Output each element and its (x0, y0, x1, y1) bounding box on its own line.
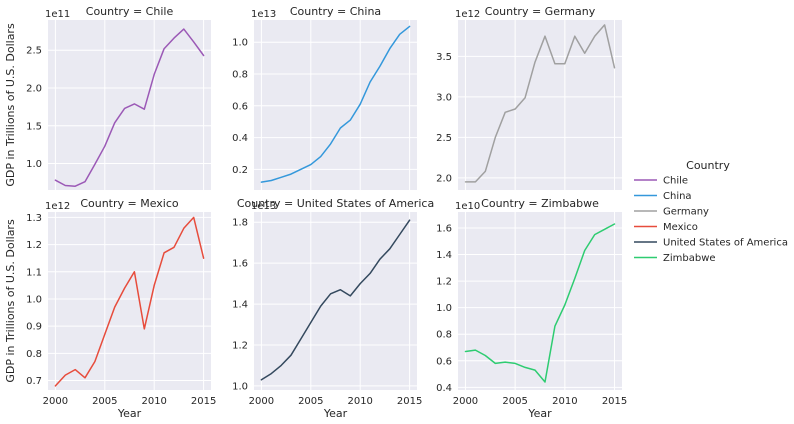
series-line (464, 24, 616, 183)
x-tick-label: 2010 (141, 396, 166, 407)
axis-offset-text: 1e11 (45, 9, 70, 20)
panel-china: 0.2 0.4 0.6 0.8 1.0 Country = China 1e13 (232, 5, 417, 190)
y-tick-label: 1.0 (232, 381, 248, 392)
y-tick-label: 0.4 (232, 133, 248, 144)
panel-title: Country = Germany (485, 5, 596, 18)
x-tick-label: 2015 (602, 396, 627, 407)
y-tick-label: 0.6 (436, 356, 452, 367)
series-line (260, 219, 411, 381)
series-line (464, 223, 616, 383)
y-tick-label: 1.2 (232, 340, 248, 351)
y-tick-label: 2.5 (436, 133, 452, 144)
x-tick-label: 2010 (347, 396, 372, 407)
y-tick-label: 2.0 (26, 84, 42, 95)
axis-offset-text: 1e12 (455, 9, 480, 20)
series-line (54, 216, 205, 387)
panel-mexico: 2000 2005 2010 2015 0.7 0.8 0.9 1.0 1.1 1.2 1.3 Cou… (4, 197, 216, 420)
x-axis-label: Year (527, 407, 552, 420)
x-tick-label: 2000 (249, 396, 274, 407)
panel-chile: 1.0 1.5 2.0 2.5 Country = Chile 1e11 GDP in Tr… (4, 5, 211, 190)
y-tick-label: 1.4 (232, 300, 248, 311)
y-tick-label: 1.0 (26, 159, 42, 170)
panel-title: Country = United States of America (237, 197, 434, 210)
y-tick-label: 1.2 (436, 277, 452, 288)
panel-united-states-of-america: 2000 2005 2010 2015 1.0 1.2 1.4 1.6 1.8 Country =… (232, 197, 434, 420)
y-tick-label: 2.5 (26, 46, 42, 57)
y-tick-label: 1.0 (26, 294, 42, 305)
y-tick-label: 1.4 (436, 250, 452, 261)
y-tick-label: 0.7 (26, 376, 42, 387)
panel-title: Country = Mexico (80, 197, 179, 210)
y-tick-label: 1.2 (26, 240, 42, 251)
y-tick-label: 1.0 (232, 38, 248, 49)
plot-area (48, 212, 211, 390)
x-axis-label: Year (117, 407, 142, 420)
x-tick-label: 2015 (397, 396, 422, 407)
y-tick-label: 2.0 (436, 173, 452, 184)
panel-title: Country = Zimbabwe (481, 197, 599, 210)
axis-offset-text: 1e10 (455, 201, 480, 212)
x-axis-label: Year (323, 407, 348, 420)
x-tick-label: 2000 (453, 396, 478, 407)
y-tick-label: 0.8 (436, 330, 452, 341)
x-tick-label: 2010 (552, 396, 577, 407)
y-tick-label: 0.8 (26, 349, 42, 360)
y-tick-label: 1.5 (26, 121, 42, 132)
legend-label: Chile (663, 176, 688, 187)
y-tick-label: 1.6 (232, 259, 248, 270)
y-tick-label: 0.2 (232, 165, 248, 176)
y-tick-label: 1.1 (26, 267, 42, 278)
legend-label: Zimbabwe (663, 253, 716, 264)
axis-offset-text: 1e13 (251, 201, 276, 212)
legend-label: Germany (663, 207, 709, 218)
y-tick-label: 0.9 (26, 322, 42, 333)
y-tick-label: 3.5 (436, 52, 452, 63)
legend-label: United States of America (663, 238, 788, 249)
panel-zimbabwe: 2000 2005 2010 2015 0.4 0.6 0.8 1.0 1.2 1.4 1.6 Cou… (436, 197, 627, 420)
panel-title: Country = China (290, 5, 381, 18)
y-tick-label: 1.3 (26, 213, 42, 224)
panel-title: Country = Chile (86, 5, 174, 18)
y-axis-label: GDP in Trillions of U.S. Dollars (4, 219, 17, 383)
x-tick-label: 2000 (43, 396, 68, 407)
y-tick-label: 1.6 (436, 223, 452, 234)
y-tick-label: 0.8 (232, 70, 248, 81)
legend-title: Country (686, 159, 730, 172)
x-tick-label: 2005 (92, 396, 117, 407)
legend: Country Chile China Germany Mexico United Sta… (634, 159, 788, 264)
plot-area (458, 212, 622, 390)
panel-germany: 2.0 2.5 3.0 3.5 Country = Germany 1e12 (436, 5, 622, 190)
y-tick-label: 1.0 (436, 303, 452, 314)
x-tick-label: 2015 (191, 396, 216, 407)
axis-offset-text: 1e12 (45, 201, 70, 212)
axis-offset-text: 1e13 (251, 9, 276, 20)
y-tick-label: 3.0 (436, 92, 452, 103)
y-tick-label: 1.8 (232, 218, 248, 229)
legend-label: Mexico (663, 222, 698, 233)
y-axis-label: GDP in Trillions of U.S. Dollars (4, 23, 17, 187)
y-tick-label: 0.4 (436, 383, 452, 394)
x-tick-label: 2005 (502, 396, 527, 407)
plot-area (254, 212, 417, 390)
x-tick-label: 2005 (298, 396, 323, 407)
legend-label: China (663, 191, 692, 202)
series-line (260, 25, 411, 183)
y-tick-label: 0.6 (232, 101, 248, 112)
plot-area (458, 20, 622, 190)
plot-area (48, 20, 211, 190)
series-line (54, 28, 205, 187)
